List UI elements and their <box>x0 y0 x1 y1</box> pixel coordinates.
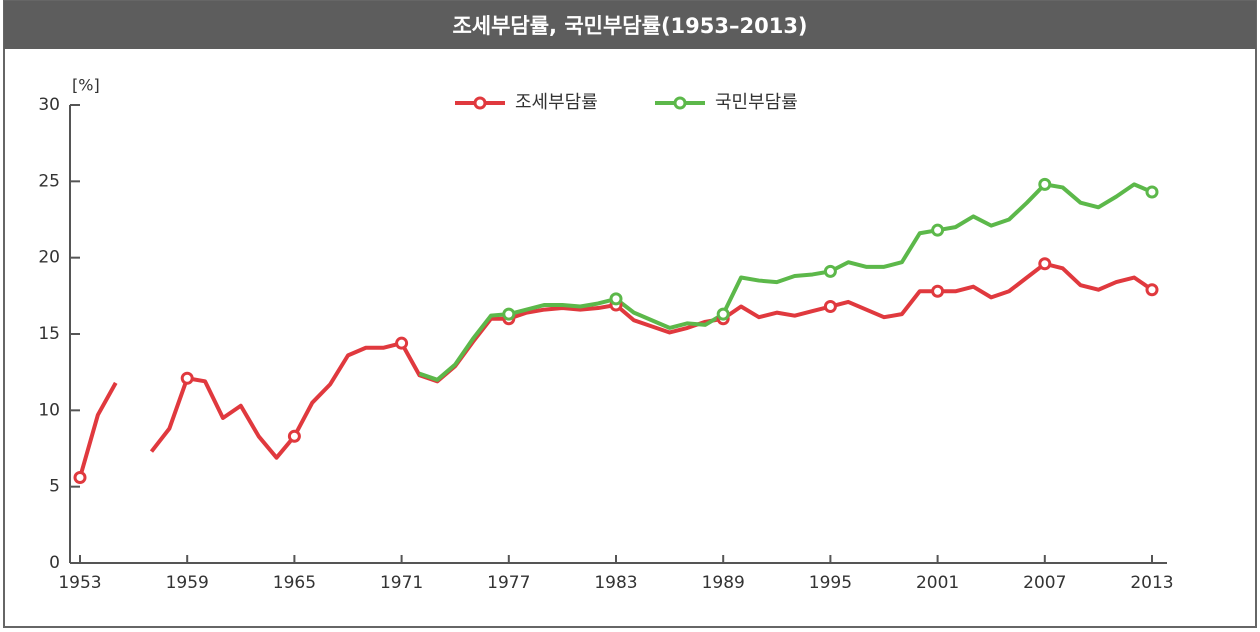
title-bar <box>4 1 1256 49</box>
x-tick-label: 1953 <box>58 573 101 593</box>
point-marker <box>931 223 945 237</box>
y-tick-label: 20 <box>38 248 60 268</box>
x-tick-label: 2001 <box>916 573 959 593</box>
point-marker <box>823 300 837 314</box>
x-tick-label: 1989 <box>702 573 745 593</box>
x-tick-label: 1965 <box>273 573 316 593</box>
y-axis-label: [%] <box>72 76 100 95</box>
x-tick-label: 1977 <box>487 573 530 593</box>
frame <box>3 0 1257 628</box>
x-tick-label: 2013 <box>1130 573 1173 593</box>
y-tick-label: 15 <box>38 324 60 344</box>
x-tick-label: 1971 <box>380 573 423 593</box>
point-marker <box>180 371 194 385</box>
point-marker <box>73 471 87 485</box>
point-marker <box>287 429 301 443</box>
point-marker <box>931 284 945 298</box>
point-marker <box>502 307 516 321</box>
x-tick-label: 1995 <box>809 573 852 593</box>
x-tick-label: 1959 <box>166 573 209 593</box>
legend-label: 조세부담률 <box>515 92 598 113</box>
x-tick-label: 2007 <box>1023 573 1066 593</box>
point-marker <box>1038 177 1052 191</box>
y-tick-label: 25 <box>38 171 60 191</box>
series-line <box>418 182 1153 382</box>
y-tick-label: 5 <box>49 477 60 497</box>
point-marker <box>1145 283 1159 297</box>
x-tick-label: 1983 <box>594 573 637 593</box>
legend-label: 국민부담률 <box>715 92 798 113</box>
legend-marker <box>673 96 687 110</box>
y-tick-label: 30 <box>38 95 60 115</box>
legend-marker <box>473 96 487 110</box>
point-marker <box>395 336 409 350</box>
point-marker <box>823 264 837 278</box>
point-marker <box>609 292 623 306</box>
y-tick-label: 10 <box>38 400 60 420</box>
y-tick-label: 0 <box>49 553 60 573</box>
series-line <box>78 261 1154 479</box>
point-marker <box>716 307 730 321</box>
point-marker <box>1038 257 1052 271</box>
chart-title: 조세부담률, 국민부담률(1953–2013) <box>452 14 807 38</box>
point-marker <box>1145 185 1159 199</box>
